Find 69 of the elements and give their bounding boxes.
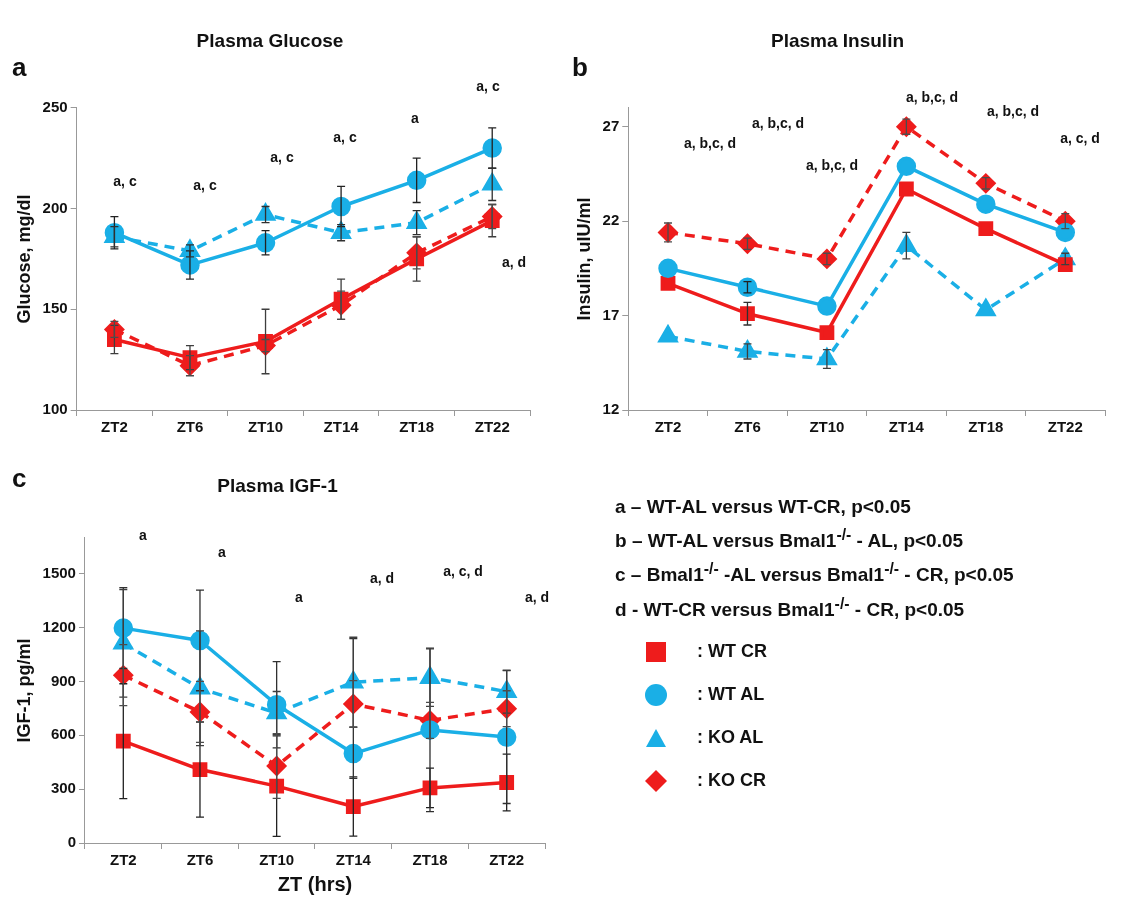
y-tick-label: 22 bbox=[602, 211, 620, 229]
x-tick-label: ZT10 bbox=[259, 851, 295, 869]
annotation: a, d bbox=[501, 254, 527, 270]
annotation: a bbox=[218, 544, 226, 560]
annotation: a, d bbox=[524, 589, 550, 605]
legend-label: : WT CR bbox=[697, 641, 767, 662]
annotation: a, c, d bbox=[443, 563, 483, 579]
x-tick-label: ZT14 bbox=[335, 851, 372, 869]
x-tick-label: ZT6 bbox=[734, 418, 761, 436]
y-tick-label: 1500 bbox=[42, 563, 76, 581]
x-tick-label: ZT18 bbox=[399, 418, 435, 436]
legend-label: : WT AL bbox=[697, 684, 765, 705]
text: c – Bmal1$^{-/-}$ -AL versus Bmal1$^{-/-}$ - CR, p<0.05 bbox=[615, 559, 1014, 588]
annotation: a bbox=[295, 589, 303, 605]
y-tick-label: 150 bbox=[42, 299, 68, 317]
text: d - WT-CR versus Bmal1$^{-/-}$ - CR, p<0.05 bbox=[615, 593, 966, 622]
annotation: a bbox=[139, 527, 147, 543]
chart-title: Plasma Glucose bbox=[196, 29, 344, 51]
annotation: a, d bbox=[369, 570, 395, 586]
y-axis-title: Glucose, mg/dl bbox=[13, 194, 34, 324]
text: a, c bbox=[476, 78, 500, 94]
y-tick-label: 100 bbox=[42, 400, 68, 418]
annotation: a, c bbox=[333, 129, 357, 145]
legend-label: : KO CR bbox=[697, 770, 766, 791]
text: c bbox=[12, 463, 27, 494]
text: a bbox=[12, 52, 27, 83]
y-tick-label: 17 bbox=[602, 305, 620, 323]
x-tick-label: ZT18 bbox=[968, 418, 1004, 436]
annotation: a, b,c, d bbox=[683, 135, 737, 151]
x-tick-label: ZT14 bbox=[323, 418, 360, 436]
legend-label: : KO AL bbox=[697, 727, 764, 748]
y-tick-label: 1200 bbox=[42, 617, 76, 635]
x-tick-label: ZT10 bbox=[248, 418, 284, 436]
y-tick-label: 300 bbox=[50, 779, 76, 797]
text: a – WT-AL versus WT-CR, p<0.05 bbox=[615, 495, 912, 519]
y-axis-title: Insulin, uIU/ml bbox=[573, 197, 594, 321]
x-tick-label: ZT2 bbox=[101, 418, 128, 436]
x-tick-label: ZT18 bbox=[412, 851, 448, 869]
annotation: a, c bbox=[113, 173, 137, 189]
text: b – WT-AL versus Bmal1$^{-/-}$ - AL, p<0.05 bbox=[615, 525, 965, 554]
y-tick-label: 27 bbox=[602, 116, 620, 134]
x-tick-label: ZT10 bbox=[809, 418, 845, 436]
y-tick-label: 12 bbox=[602, 400, 620, 418]
x-tick-label: ZT6 bbox=[176, 418, 204, 436]
x-tick-label: ZT22 bbox=[489, 851, 525, 869]
text: b bbox=[572, 52, 588, 83]
chart-title: Plasma Insulin bbox=[770, 29, 905, 51]
annotation: a, c bbox=[193, 177, 217, 193]
y-axis-title: IGF-1, pg/ml bbox=[13, 638, 34, 743]
x-tick-label: ZT2 bbox=[654, 418, 682, 436]
annotation: a, b,c, d bbox=[986, 103, 1040, 119]
x-axis-title: ZT (hrs) bbox=[277, 872, 353, 895]
x-tick-label: ZT2 bbox=[109, 851, 137, 869]
x-tick-label: ZT14 bbox=[888, 418, 925, 436]
x-tick-label: ZT6 bbox=[186, 851, 214, 869]
chart-title: Plasma IGF-1 bbox=[217, 474, 339, 496]
x-tick-label: ZT22 bbox=[474, 418, 510, 436]
x-tick-label: ZT22 bbox=[1047, 418, 1083, 436]
y-tick-label: 0 bbox=[67, 833, 76, 851]
annotation: a, b,c, d bbox=[751, 115, 805, 131]
y-tick-label: 600 bbox=[50, 725, 76, 743]
y-tick-label: 250 bbox=[42, 97, 68, 115]
annotation: a, c, d bbox=[1060, 130, 1100, 146]
annotation: a, c bbox=[270, 149, 294, 165]
y-tick-label: 200 bbox=[42, 198, 68, 216]
annotation: a, b,c, d bbox=[805, 157, 859, 173]
text: a, b,c, d bbox=[905, 89, 959, 105]
y-tick-label: 900 bbox=[50, 671, 76, 689]
annotation: a bbox=[411, 110, 419, 126]
